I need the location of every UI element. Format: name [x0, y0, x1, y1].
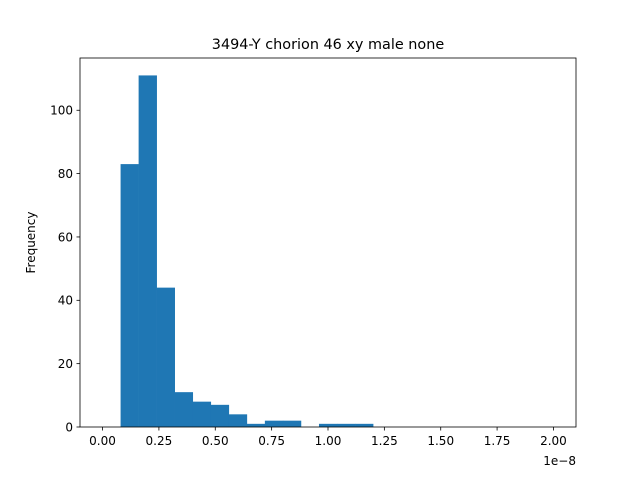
x-tick-label: 1.25	[371, 434, 398, 448]
histogram-bar	[337, 423, 356, 427]
histogram-bar	[264, 420, 284, 427]
x-tick-label: 1.50	[427, 434, 454, 448]
x-tick-label: 0.75	[258, 434, 285, 448]
y-tick-label: 0	[65, 420, 73, 434]
histogram-bar	[192, 401, 212, 427]
y-axis-label: Frequency	[24, 212, 38, 274]
chart-title: 3494-Y chorion 46 xy male none	[212, 37, 445, 53]
y-tick-label: 40	[58, 294, 73, 308]
histogram-bar	[174, 392, 194, 427]
histogram-bar	[282, 420, 302, 427]
histogram-bar	[120, 164, 139, 427]
y-tick-label: 20	[58, 357, 73, 371]
x-tick-label: 2.00	[540, 434, 567, 448]
y-tick-label: 60	[58, 230, 73, 244]
histogram-bar	[138, 75, 157, 428]
x-tick-label: 1.00	[315, 434, 342, 448]
x-axis-offset-text: 1e−8	[543, 454, 576, 468]
histogram-bar	[355, 423, 374, 427]
y-tick-label: 80	[58, 167, 73, 181]
x-tick-label: 1.75	[484, 434, 511, 448]
y-axis-ticks: 0 20 40 60 80 100	[50, 104, 80, 434]
x-tick-label: 0.25	[146, 434, 173, 448]
y-tick-label: 100	[50, 104, 73, 118]
x-axis-ticks: 0.00 0.25 0.50 0.75 1.00 1.25 1.50 1.75 2.00	[89, 427, 567, 448]
histogram-bar	[228, 414, 248, 427]
histogram-bar	[210, 404, 230, 427]
histogram-bar	[156, 287, 175, 427]
histogram-bars	[120, 75, 374, 428]
x-tick-label: 0.50	[202, 434, 229, 448]
histogram-bar	[318, 423, 338, 427]
histogram-bar	[246, 423, 266, 427]
x-tick-label: 0.00	[89, 434, 116, 448]
